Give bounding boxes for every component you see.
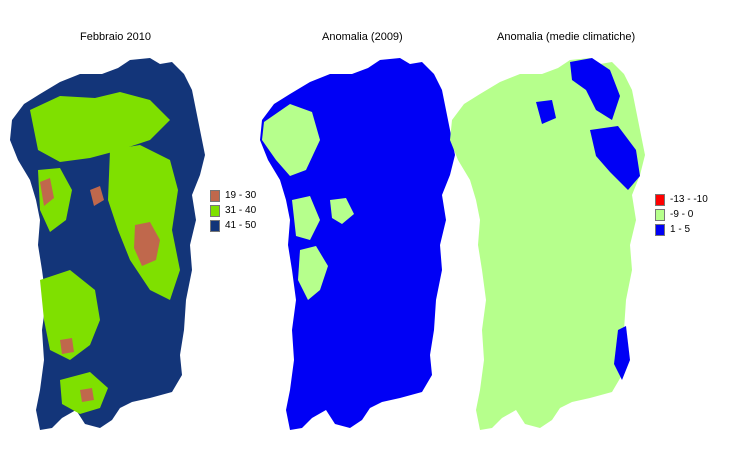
- legend-label: 31 - 40: [225, 205, 257, 216]
- legend-swatch: [210, 204, 220, 217]
- legend-swatch: [210, 189, 220, 202]
- brown-zones: [40, 178, 160, 402]
- panel-2-title: Anomalia (2009): [322, 31, 403, 43]
- panel-3-title: Anomalia (medie climatiche): [497, 31, 636, 43]
- map-anomalia-medie-climatiche: [450, 58, 645, 430]
- light-green-zones: [262, 104, 354, 300]
- legend-item: -9 - 0: [655, 207, 708, 222]
- legend-anomalia-clima: -13 - -10 -9 - 0 1 - 5: [655, 192, 708, 237]
- legend-label: -9 - 0: [670, 209, 694, 220]
- legend-label: 19 - 30: [225, 190, 257, 201]
- green-zones: [30, 92, 180, 414]
- legend-swatch: [655, 193, 665, 206]
- map-febbraio-2010: [10, 58, 205, 430]
- map-anomalia-2009: [260, 58, 455, 430]
- legend-item: -13 - -10: [655, 192, 708, 207]
- panel-1-title: Febbraio 2010: [80, 31, 151, 43]
- legend-label: -13 - -10: [670, 194, 708, 205]
- legend-item: 1 - 5: [655, 222, 708, 237]
- legend-item: 41 - 50: [210, 218, 256, 233]
- legend-swatch: [210, 219, 220, 232]
- legend-item: 31 - 40: [210, 203, 256, 218]
- legend-swatch: [655, 208, 665, 221]
- legend-febbraio: 19 - 30 31 - 40 41 - 50: [210, 188, 256, 233]
- legend-label: 1 - 5: [670, 224, 691, 235]
- legend-item: 19 - 30: [210, 188, 256, 203]
- legend-label: 41 - 50: [225, 220, 257, 231]
- blue-zones: [536, 58, 640, 380]
- legend-swatch: [655, 223, 665, 236]
